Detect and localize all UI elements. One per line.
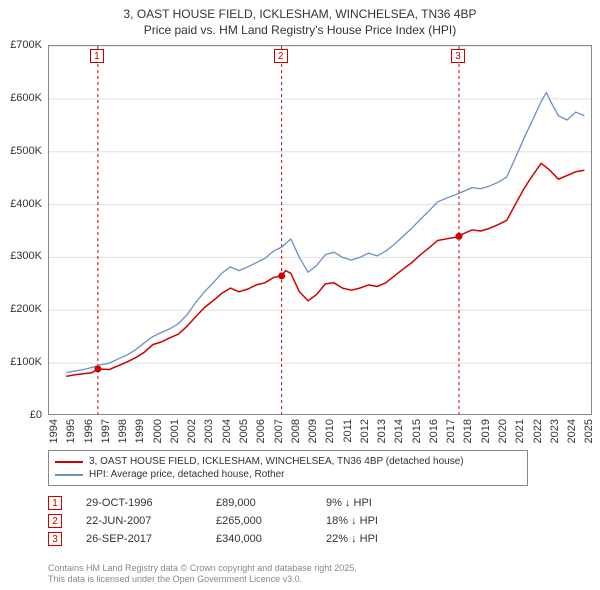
legend-row-property: 3, OAST HOUSE FIELD, ICKLESHAM, WINCHELS… [55, 455, 521, 468]
chart-marker-box: 2 [274, 49, 288, 63]
title-line-1: 3, OAST HOUSE FIELD, ICKLESHAM, WINCHELS… [0, 6, 600, 22]
chart-svg [49, 46, 592, 415]
event-pct-1: 9% ↓ HPI [326, 497, 436, 509]
x-tick-label: 2025 [583, 419, 600, 443]
y-tick-label: £0 [0, 409, 46, 421]
event-row-1: 1 29-OCT-1996 £89,000 9% ↓ HPI [48, 494, 548, 512]
event-pct-3: 22% ↓ HPI [326, 533, 436, 545]
event-marker-2: 2 [48, 514, 62, 528]
event-price-2: £265,000 [216, 515, 326, 527]
y-tick-label: £100K [0, 356, 46, 368]
event-price-1: £89,000 [216, 497, 326, 509]
event-marker-3: 3 [48, 532, 62, 546]
chart-plot-area [48, 45, 592, 415]
event-row-2: 2 22-JUN-2007 £265,000 18% ↓ HPI [48, 512, 548, 530]
legend-row-hpi: HPI: Average price, detached house, Roth… [55, 468, 521, 481]
chart-marker-box: 1 [90, 49, 104, 63]
footer-attribution: Contains HM Land Registry data © Crown c… [48, 563, 357, 586]
legend-swatch-hpi [55, 474, 83, 476]
y-tick-label: £400K [0, 198, 46, 210]
legend-box: 3, OAST HOUSE FIELD, ICKLESHAM, WINCHELS… [48, 450, 528, 486]
event-row-3: 3 26-SEP-2017 £340,000 22% ↓ HPI [48, 530, 548, 548]
event-date-2: 22-JUN-2007 [86, 515, 216, 527]
event-pct-2: 18% ↓ HPI [326, 515, 436, 527]
y-tick-label: £200K [0, 303, 46, 315]
title-block: 3, OAST HOUSE FIELD, ICKLESHAM, WINCHELS… [0, 0, 600, 40]
event-date-3: 26-SEP-2017 [86, 533, 216, 545]
title-line-2: Price paid vs. HM Land Registry's House … [0, 22, 600, 38]
event-marker-1: 1 [48, 496, 62, 510]
legend-swatch-property [55, 461, 83, 463]
chart-container: 3, OAST HOUSE FIELD, ICKLESHAM, WINCHELS… [0, 0, 600, 590]
y-tick-label: £600K [0, 92, 46, 104]
y-tick-label: £300K [0, 250, 46, 262]
legend-label-property: 3, OAST HOUSE FIELD, ICKLESHAM, WINCHELS… [89, 456, 464, 467]
y-tick-label: £700K [0, 39, 46, 51]
legend-label-hpi: HPI: Average price, detached house, Roth… [89, 469, 285, 480]
footer-line-1: Contains HM Land Registry data © Crown c… [48, 563, 357, 575]
event-date-1: 29-OCT-1996 [86, 497, 216, 509]
event-price-3: £340,000 [216, 533, 326, 545]
footer-line-2: This data is licensed under the Open Gov… [48, 574, 357, 586]
y-tick-label: £500K [0, 145, 46, 157]
chart-marker-box: 3 [451, 49, 465, 63]
events-table: 1 29-OCT-1996 £89,000 9% ↓ HPI 2 22-JUN-… [48, 494, 548, 548]
